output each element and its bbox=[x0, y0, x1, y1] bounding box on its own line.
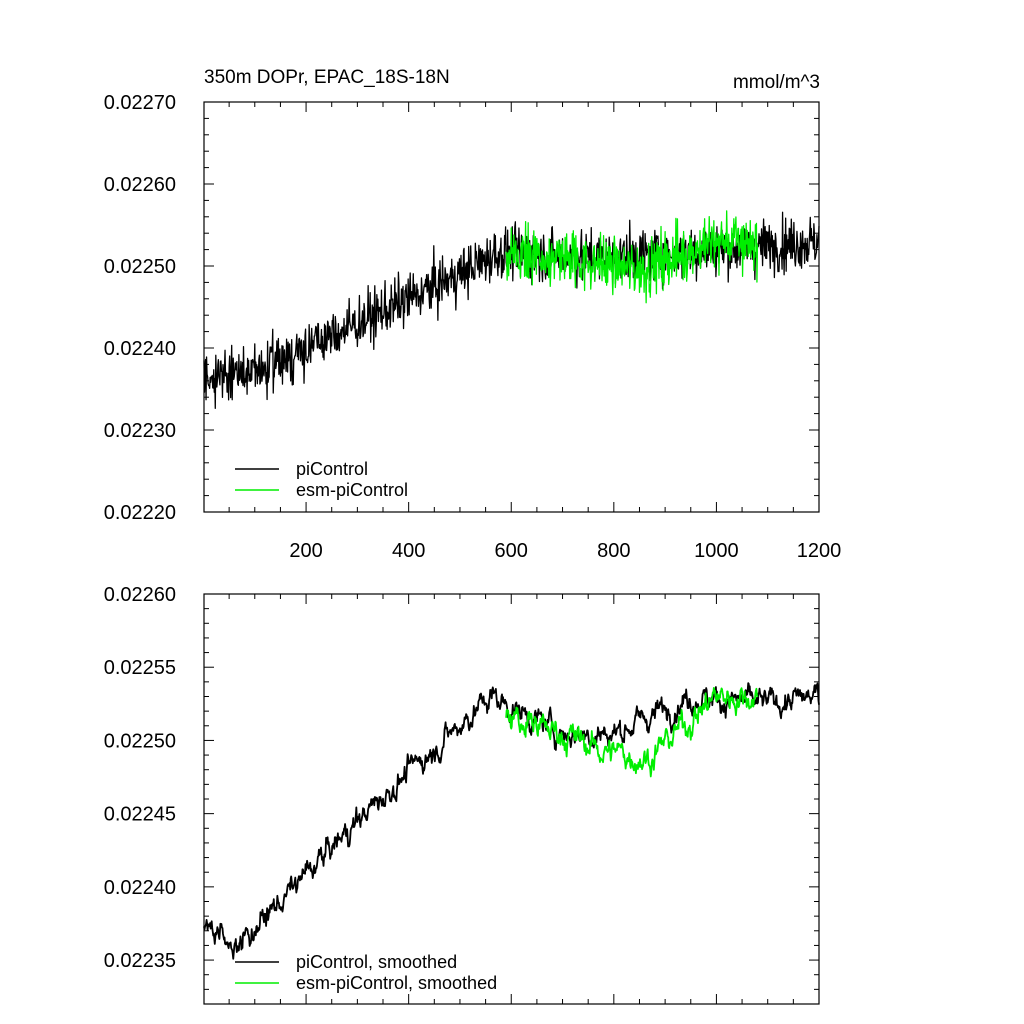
top-plot-frame bbox=[203, 101, 820, 513]
x-tick-label: 600 bbox=[495, 540, 528, 562]
y-tick-label: 0.02245 bbox=[104, 804, 176, 826]
y-tick-label: 0.02240 bbox=[104, 877, 176, 899]
y-tick-label: 0.02250 bbox=[104, 256, 176, 278]
top-axis-ticks bbox=[204, 101, 820, 513]
y-tick-label: 0.02255 bbox=[104, 657, 176, 679]
y-tick-label: 0.02230 bbox=[104, 420, 176, 442]
panel-top: 350m DOPr, EPAC_18S-18N mmol/m^3 0.02220… bbox=[104, 67, 842, 562]
top-legend: piControl esm-piControl bbox=[235, 459, 408, 500]
bottom-axis-ticks bbox=[204, 593, 820, 1005]
units-label: mmol/m^3 bbox=[733, 72, 820, 93]
y-tick-label: 0.02250 bbox=[104, 730, 176, 752]
x-tick-label: 800 bbox=[597, 540, 630, 562]
bottom-y-tick-labels: 0.02235 0.02240 0.02245 0.02250 0.02255 0.022… bbox=[104, 584, 176, 972]
x-tick-label: 200 bbox=[289, 540, 322, 562]
y-tick-label: 0.02260 bbox=[104, 584, 176, 606]
top-x-tick-labels: 200 400 600 800 1000 1200 bbox=[289, 540, 841, 562]
y-tick-label: 0.02270 bbox=[104, 92, 176, 114]
x-tick-label: 1000 bbox=[694, 540, 739, 562]
series-line-esm-picontrol bbox=[505, 210, 759, 304]
x-tick-label: 400 bbox=[392, 540, 425, 562]
top-series-group bbox=[203, 210, 820, 409]
legend-label-picontrol-smoothed: piControl, smoothed bbox=[296, 952, 457, 972]
x-tick-label: 1200 bbox=[797, 540, 842, 562]
y-tick-label: 0.02260 bbox=[104, 174, 176, 196]
y-tick-label: 0.02220 bbox=[104, 502, 176, 524]
top-y-tick-labels: 0.02220 0.02230 0.02240 0.02250 0.02260 0.022… bbox=[104, 92, 176, 524]
y-tick-label: 0.02240 bbox=[104, 338, 176, 360]
legend-label-picontrol: piControl bbox=[296, 459, 368, 479]
legend-label-esm-picontrol: esm-piControl bbox=[296, 480, 408, 500]
bottom-series-group bbox=[203, 682, 820, 960]
legend-label-esm-picontrol-smoothed: esm-piControl, smoothed bbox=[296, 973, 497, 993]
panel-bottom: 0.02235 0.02240 0.02245 0.02250 0.02255 0.022… bbox=[104, 584, 820, 1005]
bottom-plot-frame bbox=[203, 593, 820, 1005]
series-line-esm-picontrol-smoothed bbox=[505, 686, 759, 778]
bottom-legend: piControl, smoothed esm-piControl, smoot… bbox=[235, 952, 497, 993]
chart-title: 350m DOPr, EPAC_18S-18N bbox=[204, 67, 450, 88]
y-tick-label: 0.02235 bbox=[104, 950, 176, 972]
